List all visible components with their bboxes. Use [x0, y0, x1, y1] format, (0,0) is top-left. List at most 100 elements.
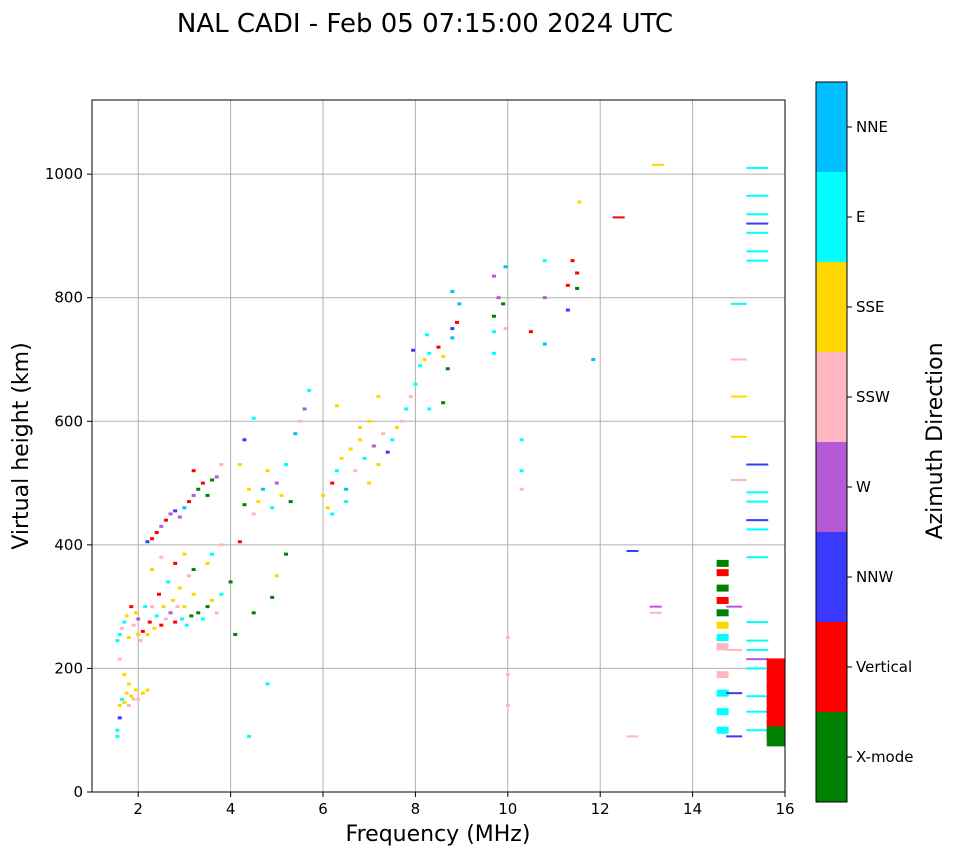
- data-point: [746, 710, 769, 713]
- data-point: [138, 639, 143, 643]
- x-axis: 2 4 6 8 10 12 14 16: [133, 792, 795, 818]
- data-point: [297, 419, 302, 423]
- data-point: [649, 611, 662, 614]
- data-point: [307, 388, 312, 392]
- data-point: [156, 592, 161, 596]
- data-point: [256, 500, 261, 504]
- data-point: [357, 438, 362, 442]
- data-point: [501, 302, 506, 306]
- data-point: [441, 401, 446, 405]
- data-point: [746, 166, 769, 169]
- x-axis-label: Frequency (MHz): [346, 822, 531, 847]
- data-point: [726, 692, 743, 695]
- data-point: [219, 543, 224, 547]
- data-point: [284, 552, 289, 556]
- data-point: [159, 524, 164, 528]
- data-point: [427, 407, 432, 411]
- x-tick-label: 12: [591, 800, 610, 818]
- data-point: [129, 605, 134, 609]
- plot-frame: [91, 99, 786, 793]
- data-point: [334, 469, 339, 473]
- data-point: [746, 222, 769, 225]
- data-point: [242, 438, 247, 442]
- data-point: [274, 481, 279, 485]
- data-point: [746, 259, 769, 262]
- data-point: [214, 475, 219, 479]
- data-point: [519, 438, 524, 442]
- data-point: [441, 354, 446, 358]
- data-point: [730, 358, 747, 361]
- data-point: [187, 500, 192, 504]
- data-point: [376, 395, 381, 399]
- data-point: [173, 509, 178, 513]
- data-point: [367, 481, 372, 485]
- data-point: [180, 617, 185, 621]
- x-tick-label: 4: [226, 800, 236, 818]
- data-point: [399, 419, 404, 423]
- data-point: [182, 506, 187, 510]
- data-point: [175, 605, 180, 609]
- data-point: [339, 456, 344, 460]
- colorbar-segment: [816, 442, 847, 532]
- colorbar-tick-label: Vertical: [856, 658, 912, 676]
- data-point: [251, 416, 256, 420]
- data-point: [746, 231, 769, 234]
- data-point: [129, 694, 134, 698]
- data-point: [746, 695, 769, 698]
- data-point: [265, 682, 270, 686]
- data-point: [270, 595, 275, 599]
- data-point: [565, 283, 570, 287]
- data-point: [726, 735, 743, 738]
- data-point: [182, 552, 187, 556]
- data-point: [503, 327, 508, 331]
- data-point: [730, 478, 747, 481]
- x-tick-label: 2: [133, 800, 143, 818]
- colorbar: X-mode Vertical NNW W SSW SSE E NNE: [815, 81, 913, 803]
- data-point: [505, 704, 510, 707]
- data-point: [247, 734, 252, 738]
- data-point: [716, 596, 729, 604]
- data-point: [730, 395, 747, 398]
- data-point: [325, 506, 330, 510]
- data-point: [626, 735, 639, 738]
- data-point: [491, 314, 496, 318]
- data-point: [353, 469, 358, 473]
- data-point: [730, 435, 747, 438]
- data-point: [357, 425, 362, 429]
- data-point: [746, 250, 769, 253]
- colorbar-tick-label: X-mode: [856, 748, 913, 766]
- y-tick-label: 600: [54, 412, 83, 430]
- data-point: [408, 395, 413, 399]
- y-axis: 0 200 400 600 800 1000: [45, 165, 92, 801]
- data-point: [136, 632, 141, 636]
- data-point: [177, 586, 182, 590]
- y-tick-label: 0: [73, 783, 83, 801]
- data-point: [385, 450, 390, 454]
- data-point: [191, 568, 196, 572]
- data-point: [445, 367, 450, 371]
- data-point: [344, 500, 349, 504]
- data-point: [247, 487, 252, 491]
- data-point: [133, 611, 138, 615]
- data-point: [746, 519, 769, 522]
- colorbar-tick-label: NNE: [856, 118, 888, 136]
- data-point: [766, 726, 785, 747]
- data-point: [577, 200, 582, 204]
- data-point: [150, 568, 155, 572]
- data-point: [542, 259, 547, 263]
- data-point: [716, 708, 729, 716]
- data-point: [189, 614, 194, 618]
- data-point: [173, 620, 178, 624]
- data-point: [716, 634, 729, 642]
- data-point: [330, 481, 335, 485]
- data-point: [411, 348, 416, 352]
- data-point: [651, 163, 664, 166]
- data-point: [279, 493, 284, 497]
- data-point: [716, 689, 729, 697]
- colorbar-segment: [816, 352, 847, 442]
- data-point: [124, 691, 129, 695]
- data-point: [182, 605, 187, 609]
- data-point: [362, 456, 367, 460]
- data-point: [210, 478, 215, 482]
